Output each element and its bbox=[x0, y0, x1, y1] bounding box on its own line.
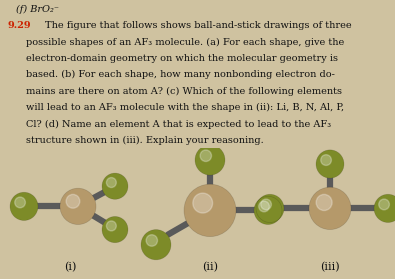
Circle shape bbox=[316, 150, 344, 178]
Circle shape bbox=[379, 199, 389, 210]
Circle shape bbox=[66, 194, 80, 208]
Circle shape bbox=[146, 235, 158, 246]
Circle shape bbox=[141, 230, 171, 260]
Circle shape bbox=[374, 194, 395, 223]
Text: structure shown in (iii). Explain your reasoning.: structure shown in (iii). Explain your r… bbox=[26, 136, 263, 145]
Circle shape bbox=[106, 177, 116, 187]
Circle shape bbox=[193, 193, 213, 213]
Text: (iii): (iii) bbox=[320, 262, 340, 272]
Circle shape bbox=[195, 145, 225, 175]
Text: (i): (i) bbox=[64, 262, 76, 272]
Circle shape bbox=[321, 155, 331, 165]
Text: (f) BrO₂⁻: (f) BrO₂⁻ bbox=[16, 4, 59, 14]
Text: Cl? (d) Name an element A that is expected to lead to the AF₃: Cl? (d) Name an element A that is expect… bbox=[26, 119, 331, 129]
Circle shape bbox=[102, 173, 128, 199]
Circle shape bbox=[102, 217, 128, 243]
Text: (ii): (ii) bbox=[202, 262, 218, 272]
Circle shape bbox=[60, 188, 96, 225]
Circle shape bbox=[254, 196, 282, 225]
Circle shape bbox=[309, 187, 351, 230]
Circle shape bbox=[184, 184, 236, 237]
Text: 9.29: 9.29 bbox=[8, 21, 32, 30]
Circle shape bbox=[106, 221, 116, 231]
Circle shape bbox=[10, 192, 38, 220]
Text: electron-domain geometry on which the molecular geometry is: electron-domain geometry on which the mo… bbox=[26, 54, 338, 63]
Circle shape bbox=[259, 201, 269, 212]
Text: mains are there on atom A? (c) Which of the following elements: mains are there on atom A? (c) Which of … bbox=[26, 87, 342, 96]
Circle shape bbox=[15, 197, 25, 208]
Text: possible shapes of an AF₃ molecule. (a) For each shape, give the: possible shapes of an AF₃ molecule. (a) … bbox=[26, 37, 344, 47]
Text: will lead to an AF₃ molecule with the shape in (ii): Li, B, N, Al, P,: will lead to an AF₃ molecule with the sh… bbox=[26, 103, 344, 112]
Circle shape bbox=[256, 194, 284, 223]
Text: The figure that follows shows ball-and-stick drawings of three: The figure that follows shows ball-and-s… bbox=[45, 21, 352, 30]
Text: based. (b) For each shape, how many nonbonding electron do-: based. (b) For each shape, how many nonb… bbox=[26, 70, 335, 80]
Circle shape bbox=[261, 199, 271, 210]
Circle shape bbox=[200, 150, 211, 162]
Circle shape bbox=[316, 194, 332, 211]
